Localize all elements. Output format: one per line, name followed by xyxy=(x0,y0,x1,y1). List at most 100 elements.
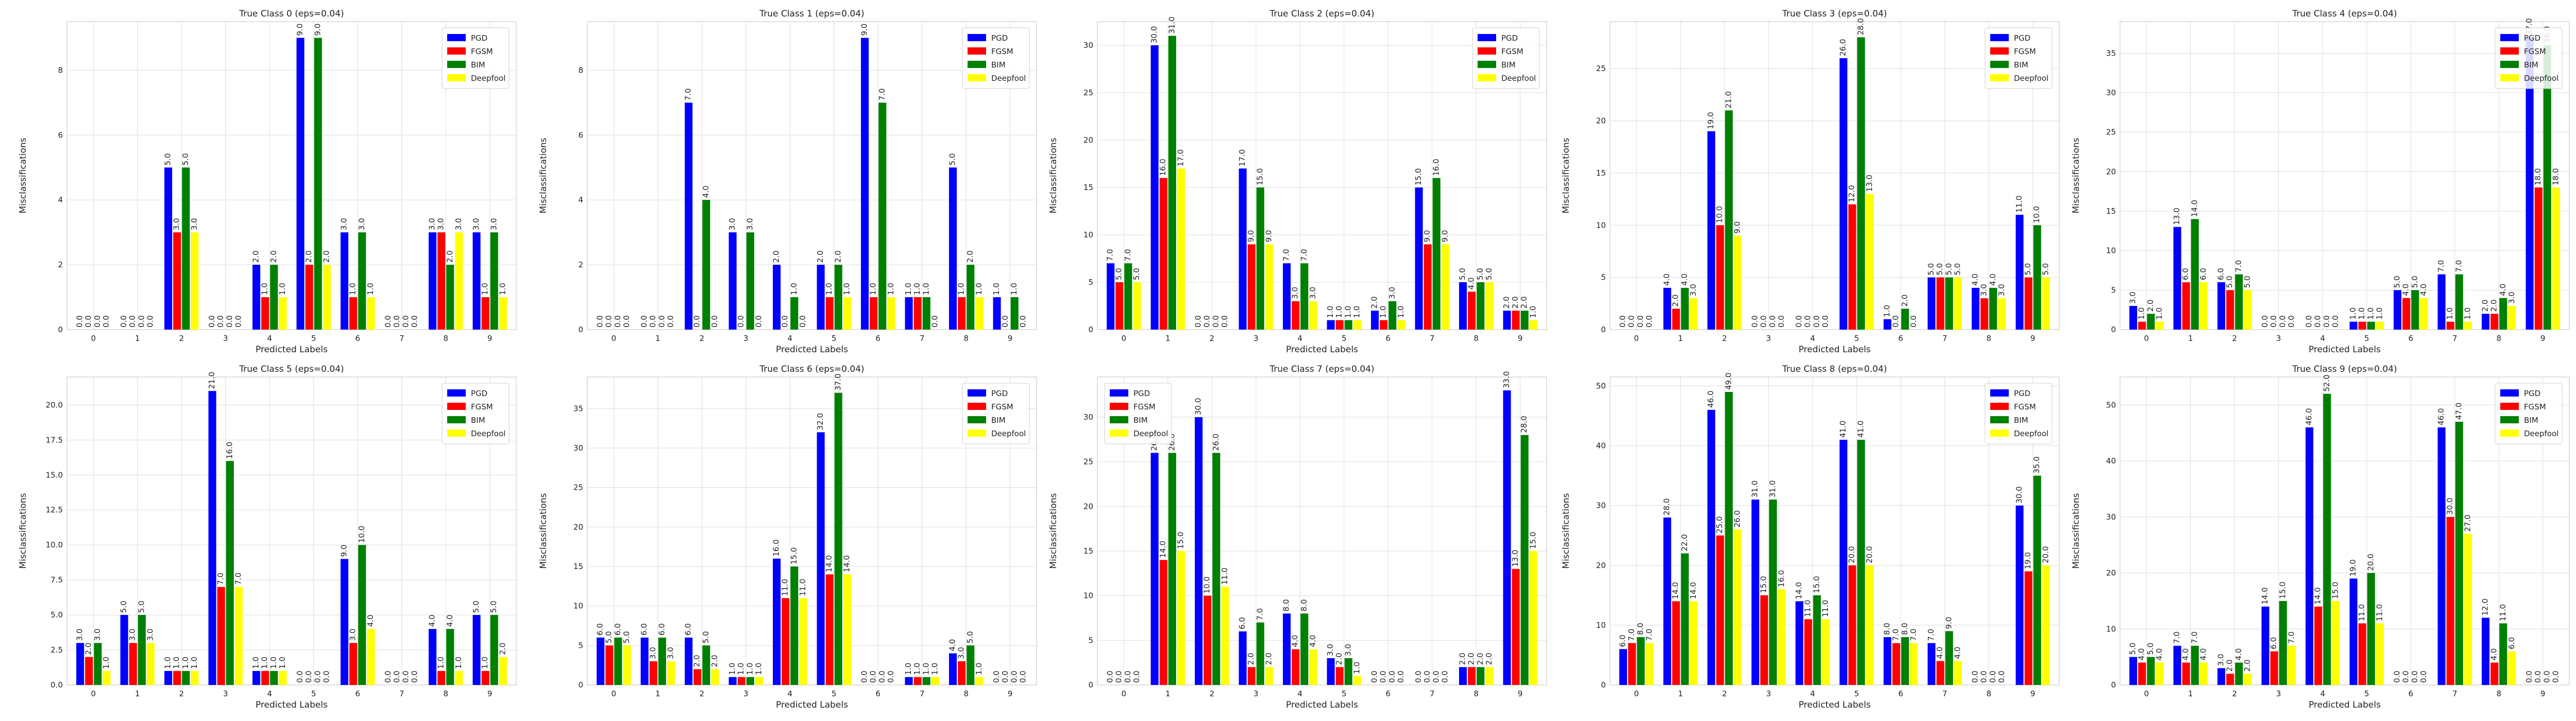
legend-label: PGD xyxy=(1133,389,1150,398)
x-tick-label: 8 xyxy=(443,334,448,343)
bar-deepfool-6 xyxy=(2420,298,2428,330)
bar-fgsm-6 xyxy=(870,297,878,330)
y-axis-label: Misclassifications xyxy=(1561,138,1571,213)
data-label: 4.0 xyxy=(1953,647,1962,659)
data-label: 3.0 xyxy=(1387,287,1397,299)
legend-label: FGSM xyxy=(2524,402,2546,411)
x-tick-label: 0 xyxy=(1634,334,1639,343)
data-label: 9.0 xyxy=(1944,617,1953,629)
x-tick-label: 8 xyxy=(1473,689,1479,698)
bar-pgd-2 xyxy=(1707,131,1716,330)
data-label: 3.0 xyxy=(2507,291,2516,304)
bar-deepfool-4 xyxy=(1309,649,1317,685)
bar-deepfool-4 xyxy=(279,671,287,685)
chart-title: True Class 2 (eps=0.04) xyxy=(1269,9,1374,19)
bar-pgd-1 xyxy=(1150,45,1159,330)
data-label: 3.0 xyxy=(190,218,199,230)
bar-fgsm-5 xyxy=(1848,565,1856,685)
bar-fgsm-4 xyxy=(1804,619,1812,685)
bar-bim-2 xyxy=(1212,453,1221,685)
plot-frame xyxy=(1097,21,1547,330)
x-tick-label: 1 xyxy=(2188,334,2193,343)
data-label: 0.0 xyxy=(145,315,155,328)
data-label: 0.0 xyxy=(639,315,649,328)
data-label: 0.0 xyxy=(1997,671,2006,683)
x-tick-label: 2 xyxy=(1210,334,1215,343)
bar-fgsm-2 xyxy=(1204,595,1212,685)
bar-pgd-2 xyxy=(164,167,173,330)
bar-bim-2 xyxy=(702,645,710,685)
bar-bim-7 xyxy=(2455,274,2463,330)
data-label: 4.0 xyxy=(2234,648,2243,661)
data-label: 0.0 xyxy=(736,315,745,328)
data-label: 52.0 xyxy=(2322,374,2331,391)
data-label: 0.0 xyxy=(1220,315,1229,328)
x-axis-label: Predicted Labels xyxy=(776,345,848,355)
x-tick-label: 9 xyxy=(1518,334,1523,343)
x-tick-label: 1 xyxy=(655,689,660,698)
bar-pgd-2 xyxy=(164,671,173,685)
data-label: 0.0 xyxy=(869,671,878,683)
data-label: 0.0 xyxy=(604,315,614,328)
data-label: 1.0 xyxy=(2155,307,2164,320)
data-label: 0.0 xyxy=(2410,671,2419,683)
data-label: 4.0 xyxy=(2489,648,2499,661)
bar-deepfool-0 xyxy=(1133,282,1141,330)
data-label: 25.0 xyxy=(1715,516,1724,533)
bar-deepfool-7 xyxy=(1954,661,1962,685)
bar-deepfool-8 xyxy=(2508,651,2516,685)
data-label: 7.0 xyxy=(2234,260,2243,272)
y-tick-label: 25 xyxy=(1083,457,1093,467)
bar-fgsm-9 xyxy=(481,297,489,330)
legend-swatch xyxy=(2500,430,2519,437)
data-label: 9.0 xyxy=(340,545,349,557)
y-tick-label: 5 xyxy=(1601,273,1606,282)
data-label: 1.0 xyxy=(1883,305,1892,317)
x-tick-label: 9 xyxy=(1008,689,1013,698)
y-tick-label: 5 xyxy=(578,641,583,650)
y-tick-label: 0 xyxy=(1088,680,1093,690)
data-label: 11.0 xyxy=(798,579,807,596)
bar-fgsm-2 xyxy=(2226,674,2234,685)
data-label: 0.0 xyxy=(754,315,763,328)
legend-swatch xyxy=(1990,74,2009,81)
bar-fgsm-9 xyxy=(481,671,489,685)
bar-pgd-5 xyxy=(1327,658,1335,685)
plot-frame xyxy=(1609,21,2060,330)
bar-bim-2 xyxy=(2235,662,2243,685)
bar-deepfool-3 xyxy=(755,677,763,685)
bar-deepfool-4 xyxy=(799,598,807,685)
bar-fgsm-1 xyxy=(2182,662,2190,685)
bar-pgd-3 xyxy=(728,232,737,330)
legend-label: Deepfool xyxy=(471,429,505,438)
data-label: 11.0 xyxy=(2014,196,2024,213)
legend-label: FGSM xyxy=(1501,47,1523,56)
x-tick-label: 6 xyxy=(2408,334,2413,343)
data-label: 9.0 xyxy=(1440,230,1449,243)
data-label: 16.0 xyxy=(225,442,234,459)
x-tick-label: 4 xyxy=(787,689,792,698)
data-label: 0.0 xyxy=(2286,315,2296,328)
legend-label: Deepfool xyxy=(2014,74,2048,83)
x-tick-label: 8 xyxy=(1986,689,1991,698)
bar-fgsm-8 xyxy=(2490,314,2499,330)
data-label: 1.0 xyxy=(789,283,799,295)
data-label: 18.0 xyxy=(2533,168,2543,185)
x-tick-label: 7 xyxy=(1942,334,1947,343)
data-label: 1.0 xyxy=(1009,283,1019,295)
legend-swatch xyxy=(447,430,466,437)
data-label: 3.0 xyxy=(145,629,155,641)
y-tick-label: 20 xyxy=(573,522,583,531)
y-tick-label: 10 xyxy=(1083,230,1093,239)
y-tick-label: 12.5 xyxy=(46,505,63,514)
bar-bim-9 xyxy=(490,615,498,685)
data-label: 0.0 xyxy=(1106,671,1115,683)
data-label: 3.0 xyxy=(745,218,754,230)
x-axis-label: Predicted Labels xyxy=(1286,345,1358,355)
legend-swatch xyxy=(2500,47,2519,55)
chart-panel-8: 6.028.046.031.014.041.08.0 7.00.030.07.01… xyxy=(1561,364,2060,710)
x-tick-label: 0 xyxy=(1122,334,1127,343)
legend-label: BIM xyxy=(1501,60,1516,70)
data-label: 1.0 xyxy=(172,657,181,669)
